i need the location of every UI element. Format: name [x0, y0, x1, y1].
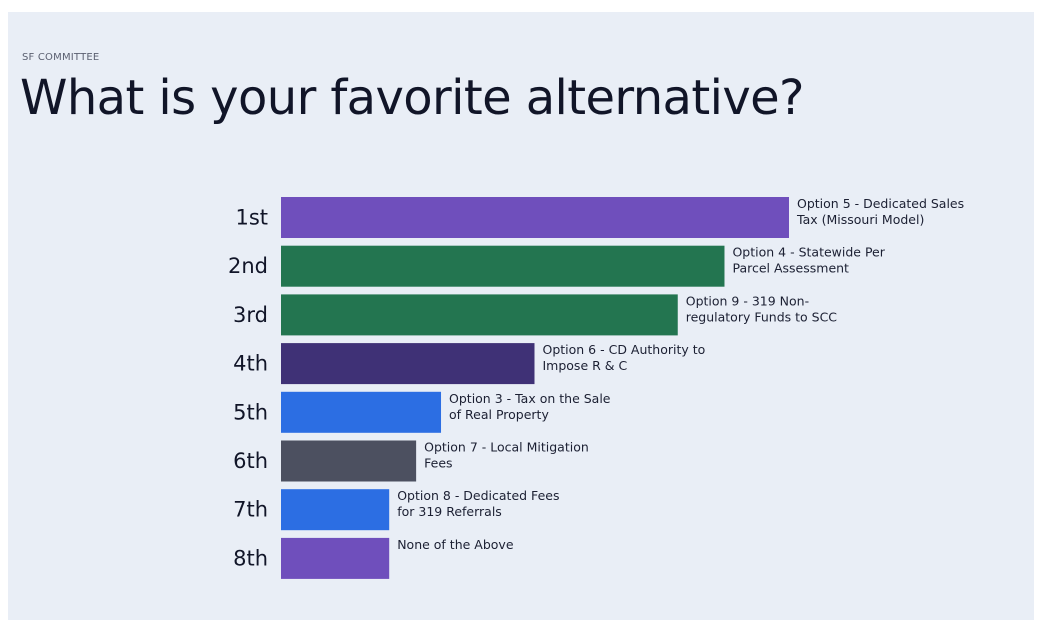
bar-6th — [281, 440, 417, 482]
rank-label: 3rd — [233, 303, 268, 327]
bar-label: regulatory Funds to SCC — [686, 309, 838, 324]
eyebrow-label: SF COMMITTEE — [22, 52, 100, 63]
rank-label: 7th — [233, 498, 268, 522]
bar-label: Impose R & C — [542, 358, 627, 373]
bar-label: Tax (Missouri Model) — [796, 212, 924, 227]
bar-label: Option 5 - Dedicated Sales — [797, 196, 964, 211]
bar-label: Option 3 - Tax on the Sale — [449, 391, 611, 406]
bar-label: of Real Property — [449, 407, 549, 422]
rank-label: 4th — [233, 352, 268, 376]
bar-3rd — [281, 294, 678, 336]
bar-label: Option 9 - 319 Non- — [686, 293, 809, 308]
bar-5th — [281, 391, 442, 433]
bar-label: Parcel Assessment — [732, 261, 849, 276]
bar-8th — [281, 537, 390, 579]
rank-label: 5th — [233, 400, 268, 424]
rank-label: 8th — [233, 546, 268, 570]
bar-2nd — [281, 245, 725, 287]
bar-label: for 319 Referrals — [397, 504, 502, 519]
rank-label: 2nd — [228, 254, 268, 278]
bar-label: Option 6 - CD Authority to — [542, 342, 705, 357]
bar-label: Fees — [424, 456, 452, 471]
rank-label: 1st — [235, 206, 268, 230]
bar-label: Option 8 - Dedicated Fees — [397, 488, 559, 503]
bar-1st — [281, 197, 789, 238]
bar-7th — [281, 489, 390, 531]
bar-label: Option 4 - Statewide Per — [732, 245, 885, 260]
page-title: What is your favorite alternative? — [20, 70, 805, 126]
bar-label: Option 7 - Local Mitigation — [424, 440, 589, 455]
bar-4th — [281, 343, 535, 385]
rank-label: 6th — [233, 449, 268, 473]
bar-label: None of the Above — [397, 537, 514, 552]
